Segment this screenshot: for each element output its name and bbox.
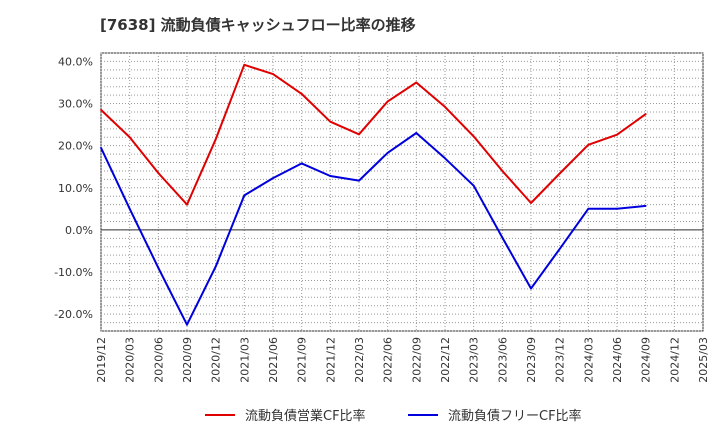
data-point [386,100,389,103]
data-point [644,205,647,207]
x-tick-label: 2023/06 [496,337,509,383]
y-tick-label: -20.0% [54,308,93,321]
data-point [214,265,217,268]
x-tick-label: 2024/09 [640,337,653,383]
y-tick-label: 30.0% [58,98,93,111]
data-point [472,184,475,187]
data-point [128,207,131,210]
x-tick-label: 2022/12 [439,337,452,383]
x-tick-label: 2024/12 [668,337,681,383]
data-point [243,63,246,66]
data-point [358,133,360,136]
data-point [444,106,446,108]
x-tick-label: 2020/03 [124,337,137,383]
x-tick-label: 2025/03 [697,337,710,383]
data-point [358,179,360,182]
y-tick-label: 10.0% [58,182,93,195]
x-tick-label: 2020/09 [181,337,194,383]
data-point [272,73,274,75]
series-line-1 [100,63,647,206]
data-point [444,157,446,160]
data-point [501,170,504,172]
legend-label-1: 流動負債営業CF比率 [245,408,366,424]
y-tick-label: 20.0% [58,140,93,153]
x-tick-label: 2021/09 [296,337,309,383]
series-group [100,63,647,326]
data-point [243,194,246,197]
legend: 流動負債営業CF比率 流動負債フリーCF比率 [205,408,582,424]
x-tick-label: 2023/03 [468,337,481,383]
y-tick-label: 40.0% [58,55,93,68]
x-tick-label: 2022/03 [353,337,366,383]
data-point [530,202,532,204]
data-point [100,146,102,149]
data-point [558,172,561,175]
x-tick-label: 2022/06 [382,337,395,383]
data-point [558,247,561,250]
data-point [587,207,590,210]
legend-label-2: 流動負債フリーCF比率 [448,408,582,424]
data-point [186,203,188,206]
series-line-2 [100,132,646,326]
x-tick-label: 2020/12 [210,337,223,383]
data-point [157,266,160,269]
data-point [501,236,504,239]
chart-title: [7638] 流動負債キャッシュフロー比率の推移 [100,16,416,34]
data-point [300,92,303,95]
data-point [530,287,532,290]
data-point [300,162,303,165]
x-tick-label: 2023/09 [525,337,538,383]
x-tick-label: 2023/12 [554,337,567,383]
data-point [272,177,274,180]
data-point [386,151,389,154]
x-tick-label: 2022/09 [410,337,423,383]
grid [100,52,704,332]
x-tick-label: 2020/06 [152,337,165,383]
data-point [329,175,332,177]
x-tick-label: 2021/06 [267,337,280,383]
x-axis: 2019/12 2020/03 2020/06 2020/09 2020/12 2021/… [95,337,710,383]
data-point [214,138,217,141]
data-point [186,323,188,326]
data-point [415,81,418,84]
x-tick-label: 2019/12 [95,337,108,383]
x-tick-label: 2024/06 [611,337,624,383]
data-point [128,136,131,139]
x-tick-label: 2021/12 [324,337,337,383]
data-point [415,132,418,134]
data-point [616,207,618,210]
data-point [157,172,160,174]
data-point [616,133,618,136]
x-tick-label: 2021/03 [238,337,251,383]
data-point [472,135,475,138]
data-point [100,108,102,111]
data-point [587,143,590,146]
x-tick-label: 2024/03 [582,337,595,383]
data-point [644,113,647,115]
y-tick-label: 0.0% [65,224,93,237]
y-tick-label: -10.0% [54,266,93,279]
data-point [329,120,332,123]
y-axis: 40.0% 30.0% 20.0% 10.0% 0.0% -10.0% -20.0% [54,55,93,321]
